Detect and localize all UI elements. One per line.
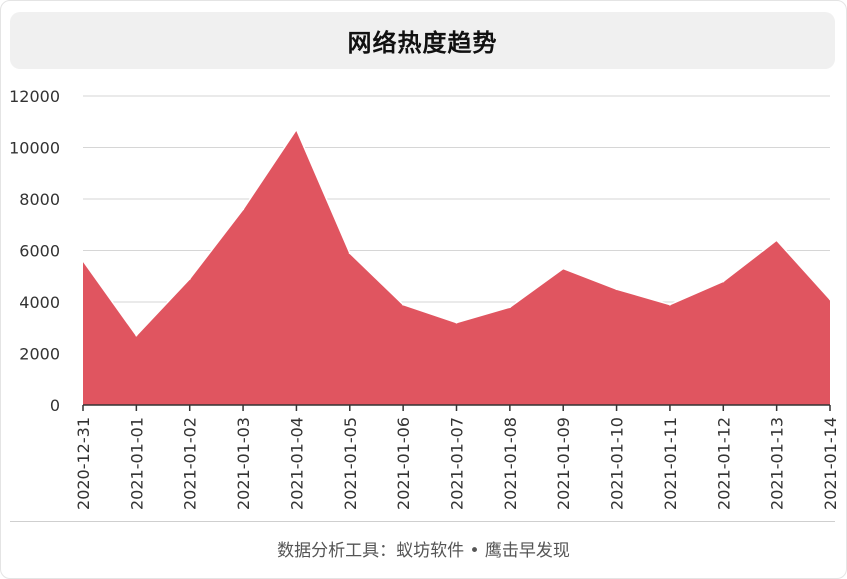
data-point [242, 208, 245, 211]
x-tick-label: 2021-01-07 [448, 417, 467, 510]
data-point [775, 239, 778, 242]
x-tick-label: 2021-01-06 [394, 417, 413, 510]
data-point [722, 280, 725, 283]
x-tick-label: 2021-01-03 [234, 417, 253, 510]
x-tick-label: 2021-01-04 [287, 417, 306, 510]
x-tick-label: 2021-01-08 [501, 417, 520, 510]
y-tick-label: 12000 [9, 87, 60, 106]
y-tick-label: 0 [50, 396, 60, 415]
x-tick-label: 2021-01-10 [608, 417, 627, 510]
data-point [615, 288, 618, 291]
y-tick-label: 10000 [9, 139, 60, 158]
data-point [508, 306, 511, 309]
x-tick-label: 2021-01-11 [661, 417, 680, 510]
y-tick-label: 4000 [19, 293, 60, 312]
x-tick-label: 2021-01-14 [821, 417, 840, 510]
x-tick-label: 2021-01-02 [181, 417, 200, 510]
x-tick-label: 2021-01-12 [714, 417, 733, 510]
x-tick-label: 2021-01-05 [341, 417, 360, 510]
chart-title: 网络热度趋势 [347, 29, 498, 57]
data-point [668, 303, 671, 306]
data-point [455, 321, 458, 324]
data-point [188, 277, 191, 280]
x-tick-label: 2020-12-31 [74, 417, 93, 510]
x-tick-label: 2021-01-09 [554, 417, 573, 510]
x-tick-label: 2021-01-13 [768, 417, 787, 510]
data-point [82, 259, 84, 262]
data-point [829, 298, 831, 301]
footer-divider [10, 521, 835, 522]
data-point [295, 128, 298, 131]
y-tick-label: 2000 [19, 345, 60, 364]
data-point [402, 303, 405, 306]
y-tick-label: 6000 [19, 242, 60, 261]
y-tick-label: 8000 [19, 190, 60, 209]
x-tick-label: 2021-01-01 [127, 417, 146, 510]
data-point [348, 252, 351, 255]
area-series [83, 129, 830, 405]
data-point [135, 334, 138, 337]
footer-credit: 数据分析工具：蚁坊软件 • 鹰击早发现 [277, 541, 570, 561]
title-bar: 网络热度趋势 [10, 12, 835, 69]
data-point [562, 267, 565, 270]
